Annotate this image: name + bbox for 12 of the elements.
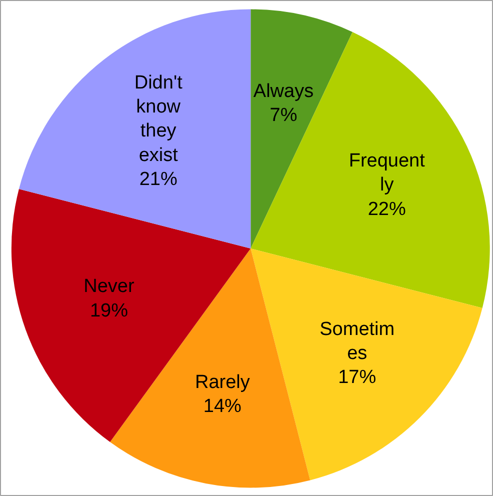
- data-label: 21%: [139, 168, 178, 190]
- slice-label: Frequent ly: [348, 150, 426, 196]
- slice-label: Always: [253, 80, 314, 102]
- data-label: 7%: [270, 105, 298, 126]
- data-label: 14%: [203, 396, 242, 418]
- slice-label: Never: [84, 276, 135, 298]
- data-label: 22%: [368, 198, 406, 220]
- slice-label: Didn't know they exist: [134, 72, 184, 166]
- data-label: 17%: [338, 367, 376, 388]
- data-label: 19%: [90, 300, 128, 322]
- slice-label: Rarely: [194, 372, 250, 393]
- slice-label: Sometim es: [320, 318, 395, 364]
